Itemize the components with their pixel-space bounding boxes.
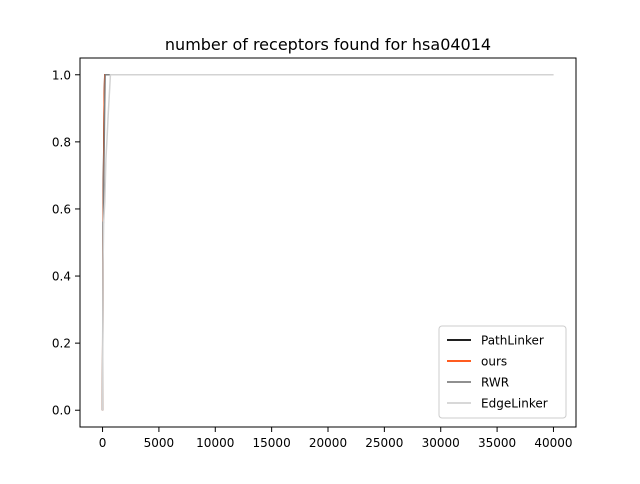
- legend-box: [438, 325, 567, 419]
- x-tick-label: 25000: [365, 436, 403, 450]
- legend: PathLinker ours RWR EdgeLinker: [438, 325, 567, 419]
- series-layer: [101, 74, 554, 411]
- x-axis-ticks: 0 5000 10000 15000 20000 25000 30000 35000 40000: [99, 427, 573, 450]
- x-tick-label: 30000: [422, 436, 460, 450]
- y-tick-label: 0.6: [52, 202, 71, 216]
- x-tick-label: 0: [99, 436, 107, 450]
- series-line-edgelinker: [101, 74, 554, 411]
- y-tick-label: 1.0: [52, 68, 71, 82]
- x-tick-label: 5000: [144, 436, 175, 450]
- legend-label-pathlinker: PathLinker: [481, 334, 544, 348]
- legend-label-edgelinker: EdgeLinker: [481, 397, 548, 411]
- x-tick-label: 20000: [309, 436, 347, 450]
- y-tick-label: 0.4: [52, 270, 71, 284]
- x-tick-label: 35000: [478, 436, 516, 450]
- y-tick-label: 0.2: [52, 337, 71, 351]
- x-tick-label: 15000: [253, 436, 291, 450]
- x-tick-label: 40000: [534, 436, 572, 450]
- y-axis-ticks: 0.0 0.2 0.4 0.6 0.8 1.0: [52, 68, 80, 418]
- y-tick-label: 0.0: [52, 404, 71, 418]
- x-tick-label: 10000: [196, 436, 234, 450]
- legend-label-ours: ours: [481, 355, 507, 369]
- legend-label-rwr: RWR: [481, 376, 509, 390]
- chart-title: number of receptors found for hsa04014: [165, 35, 491, 54]
- y-tick-label: 0.8: [52, 135, 71, 149]
